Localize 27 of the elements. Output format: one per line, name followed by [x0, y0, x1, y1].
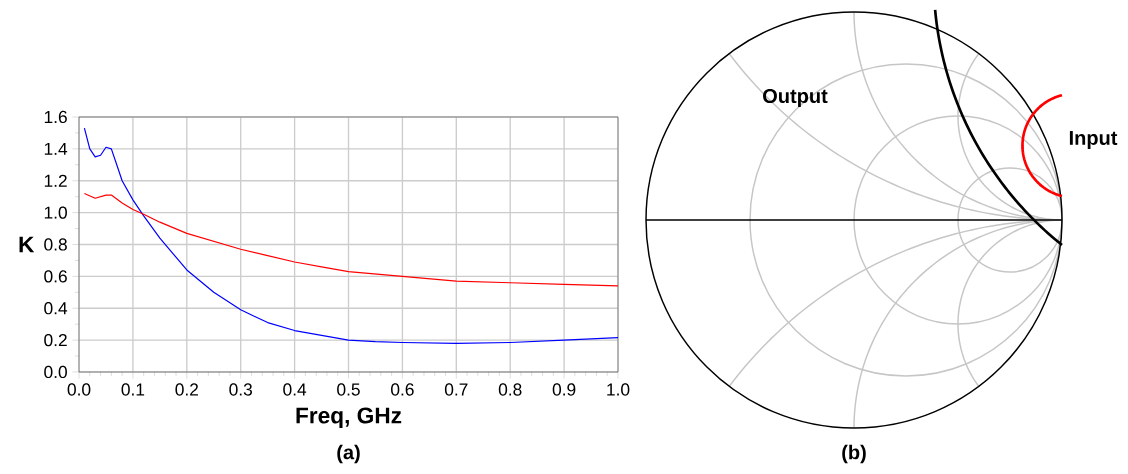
text: (a)	[337, 444, 360, 464]
y-tick-label: 0.8	[44, 238, 67, 251]
y-tick-label: 1.0	[44, 206, 67, 219]
x-tick-label: 0.5	[337, 383, 360, 396]
x-tick-label: 0.7	[444, 383, 468, 396]
text: Output	[763, 88, 828, 108]
x-tick-label: 0.3	[229, 383, 253, 396]
x-tick-label: 0.0	[67, 383, 91, 396]
y-axis-title: K	[19, 236, 35, 253]
text: (b)	[842, 444, 866, 464]
x-tick-label: 0.6	[391, 383, 414, 396]
x-axis-title: Freq, GHz	[296, 407, 402, 428]
y-tick-label: 1.4	[44, 142, 68, 155]
x-tick-label: 0.2	[175, 383, 198, 396]
x-tick-label: 0.1	[121, 383, 145, 396]
text: Input	[1069, 131, 1118, 149]
y-tick-label: 0.2	[44, 333, 67, 347]
y-tick-label: 1.6	[44, 110, 67, 124]
y-tick-label: 0.0	[44, 365, 67, 379]
x-tick-label: 0.9	[552, 383, 576, 396]
x-tick-label: 0.4	[283, 383, 307, 396]
y-tick-label: 0.4	[44, 302, 68, 315]
y-tick-label: 1.2	[44, 174, 67, 187]
x-tick-label: 1.0	[607, 383, 630, 396]
y-tick-label: 0.6	[44, 270, 67, 283]
x-tick-label: 0.8	[498, 383, 522, 396]
line-series	[83, 127, 618, 344]
